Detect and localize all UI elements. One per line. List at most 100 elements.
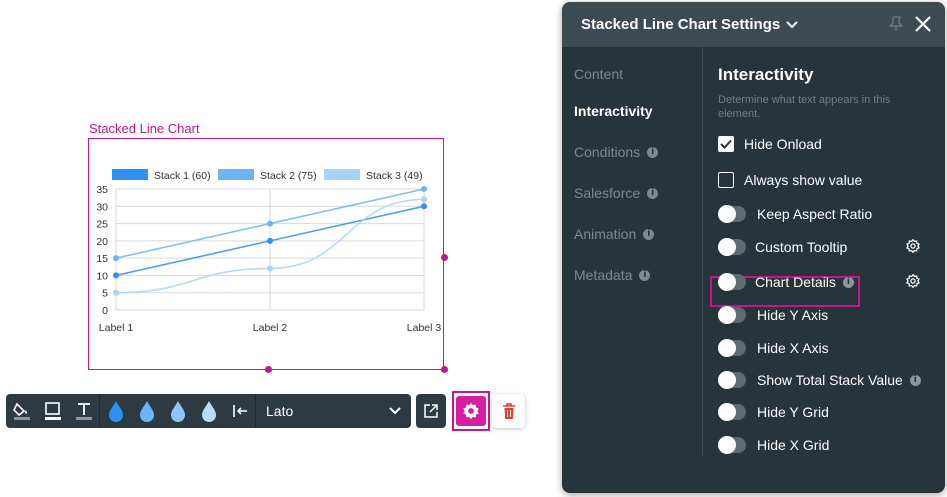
settings-nav: Content Interactivity Conditions i Sales… <box>562 47 702 493</box>
delete-button[interactable] <box>492 394 525 428</box>
data-point <box>267 237 273 244</box>
option-label: Keep Aspect Ratio <box>757 206 873 222</box>
title-dropdown-toggle[interactable] <box>786 20 798 29</box>
toggle-knob <box>718 238 736 256</box>
x-tick-label: Label 3 <box>407 322 442 334</box>
hide-x-axis-option[interactable]: Hide X Axis <box>716 336 829 360</box>
always-show-value-checkbox[interactable] <box>718 172 734 188</box>
fill-icon <box>12 402 30 420</box>
hide-x-grid-toggle[interactable] <box>718 436 746 454</box>
toggle-knob <box>718 403 736 421</box>
y-tick-label: 35 <box>96 184 108 196</box>
info-icon: i <box>909 374 921 386</box>
custom-tooltip-highlight <box>710 276 860 307</box>
keep-aspect-ratio-toggle[interactable] <box>718 205 746 223</box>
option-label: Hide Y Axis <box>757 307 829 323</box>
drop-icon <box>139 401 154 422</box>
align-left-icon <box>232 405 247 417</box>
drop-icon <box>170 401 185 422</box>
settings-panel: Stacked Line Chart Settings Content Inte… <box>562 2 945 493</box>
interactivity-section: Interactivity Determine what text appear… <box>703 47 945 493</box>
open-external-button[interactable] <box>416 394 446 428</box>
section-title: Interactivity <box>718 65 814 84</box>
drop-icon <box>201 401 216 422</box>
hide-onload-option[interactable]: Hide Onload <box>716 132 822 156</box>
nav-item-conditions[interactable]: Conditions i <box>574 144 659 160</box>
hide-y-axis-option[interactable]: Hide Y Axis <box>716 303 828 327</box>
data-point <box>113 272 119 279</box>
chart-details-toggle[interactable] <box>718 273 746 291</box>
nav-item-label: Salesforce <box>574 185 641 201</box>
toggle-knob <box>718 273 736 291</box>
hide-x-axis-toggle[interactable] <box>718 339 746 357</box>
series-3-color-button[interactable] <box>162 394 193 428</box>
data-point <box>113 289 119 296</box>
font-family-select[interactable]: Lato <box>256 394 411 428</box>
legend-label: Stack 1 (60) <box>154 170 211 182</box>
toggle-knob <box>718 205 736 223</box>
keep-aspect-ratio-option[interactable]: Keep Aspect Ratio <box>716 202 872 226</box>
nav-item-label: Interactivity <box>574 103 653 119</box>
hide-onload-checkbox[interactable] <box>718 136 734 152</box>
hide-x-grid-option[interactable]: Hide X Grid <box>716 433 829 457</box>
text-icon <box>75 403 92 420</box>
custom-tooltip-option[interactable]: Custom Tooltip <box>716 235 847 259</box>
hide-y-grid-option[interactable]: Hide Y Grid <box>716 400 829 424</box>
hide-y-grid-toggle[interactable] <box>718 403 746 421</box>
y-tick-label: 0 <box>102 305 108 317</box>
panel-title[interactable]: Stacked Line Chart Settings <box>581 16 781 33</box>
resize-handle-right[interactable] <box>441 254 448 261</box>
panel-header: Stacked Line Chart Settings <box>562 2 945 47</box>
show-total-stack-value-toggle[interactable] <box>718 371 746 389</box>
nav-item-metadata[interactable]: Metadata i <box>574 267 651 283</box>
settings-button-highlight <box>452 391 490 431</box>
option-label: Hide X Grid <box>757 437 830 453</box>
nav-item-interactivity[interactable]: Interactivity <box>574 103 653 119</box>
drop-icon <box>108 401 123 422</box>
border-color-button[interactable] <box>37 394 68 428</box>
settings-button[interactable] <box>456 396 486 426</box>
toggle-knob <box>718 306 736 324</box>
info-icon: i <box>639 269 651 281</box>
legend-label: Stack 2 (75) <box>260 170 317 182</box>
gear-icon <box>463 402 479 420</box>
x-tick-label: Label 2 <box>253 322 288 334</box>
legend-swatch <box>218 169 254 180</box>
nav-item-animation[interactable]: Animation i <box>574 226 655 242</box>
chart-details-settings-icon[interactable] <box>906 274 920 288</box>
hide-y-axis-toggle[interactable] <box>718 306 746 324</box>
legend-label: Stack 3 (49) <box>366 170 423 182</box>
always-show-value-option[interactable]: Always show value <box>716 168 862 192</box>
x-tick-label: Label 1 <box>99 322 134 334</box>
element-label: Stacked Line Chart <box>89 121 200 136</box>
series-4-color-button[interactable] <box>193 394 224 428</box>
y-tick-label: 20 <box>96 236 108 248</box>
text-color-button[interactable] <box>68 394 99 428</box>
nav-item-content[interactable]: Content <box>574 66 623 82</box>
close-icon[interactable] <box>914 15 932 33</box>
option-label: Custom Tooltip <box>755 239 848 255</box>
resize-handle-bottom[interactable] <box>265 366 272 373</box>
nav-divider <box>702 47 703 457</box>
custom-tooltip-toggle[interactable] <box>718 238 746 256</box>
show-total-stack-value-option[interactable]: Show Total Stack Value i <box>716 368 921 392</box>
nav-item-salesforce[interactable]: Salesforce i <box>574 185 659 201</box>
custom-tooltip-settings-icon[interactable] <box>906 239 920 253</box>
external-link-icon <box>424 404 438 418</box>
series-1-color-button[interactable] <box>100 394 131 428</box>
chart-details-option[interactable]: Chart Details i <box>716 270 854 294</box>
fill-color-button[interactable] <box>6 394 37 428</box>
y-tick-label: 25 <box>96 219 108 231</box>
series-2-color-button[interactable] <box>131 394 162 428</box>
y-tick-label: 10 <box>96 270 108 282</box>
data-point <box>421 196 427 203</box>
trash-icon <box>502 403 515 419</box>
resize-handle-corner[interactable] <box>441 366 448 373</box>
pin-icon[interactable] <box>889 16 903 32</box>
checkmark-icon <box>720 139 732 149</box>
chevron-down-icon <box>786 20 798 28</box>
option-label: Hide X Axis <box>757 340 829 356</box>
chevron-down-icon <box>389 407 401 415</box>
align-left-button[interactable] <box>224 394 255 428</box>
data-point <box>113 255 119 262</box>
